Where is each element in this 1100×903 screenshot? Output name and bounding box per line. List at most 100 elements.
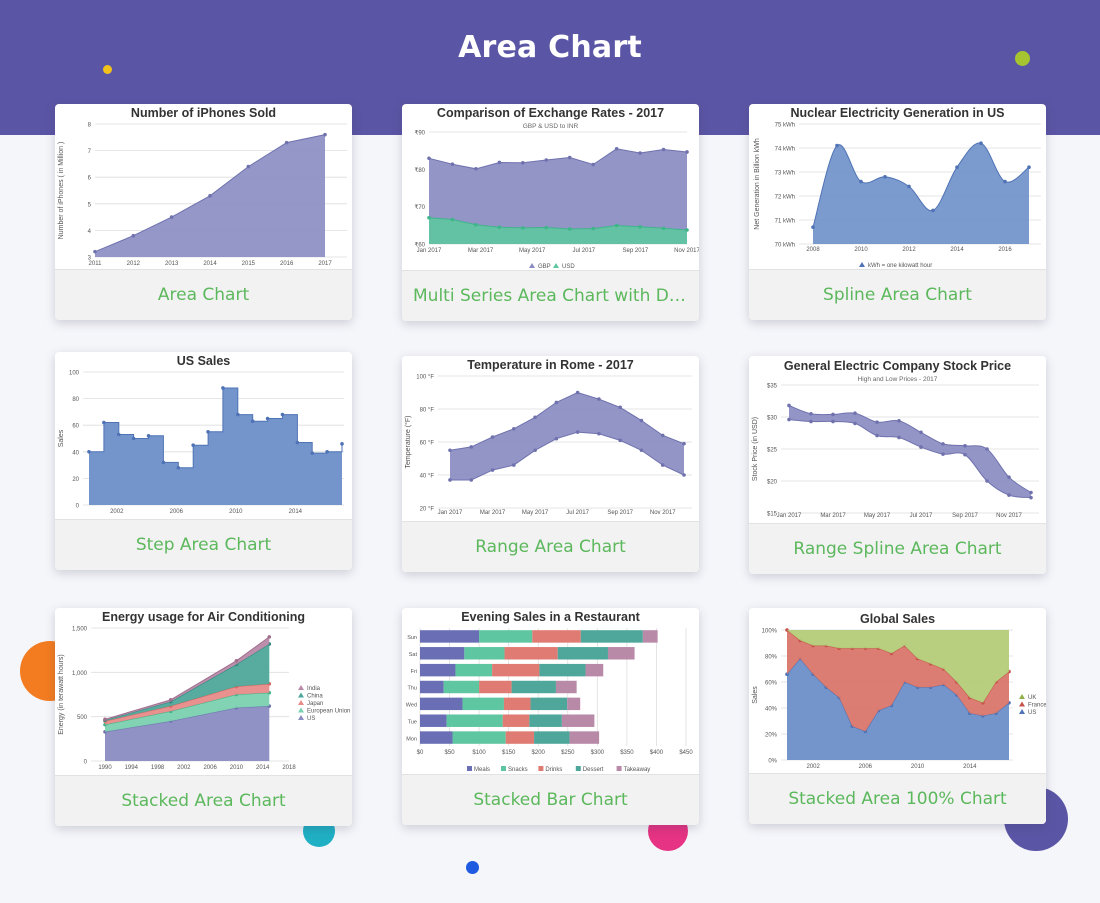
chart-nuclear-generation: Nuclear Electricity Generation in US 70 k…: [754, 106, 1041, 269]
data-point: [853, 421, 857, 426]
data-point: [661, 226, 666, 231]
y-tick-label: 60%: [765, 681, 778, 687]
chart-card-stacked-bar[interactable]: Evening Sales in a Restaurant $0 $50 $100 $1…: [402, 608, 699, 825]
caption-text: Range Area Chart: [475, 537, 626, 557]
chart-card-stacked-area-100[interactable]: Global Sales 0% 20% 40% 60% 80% 100% Sales 2002 2…: [749, 608, 1046, 824]
data-point: [236, 412, 240, 417]
data-point: [284, 140, 289, 145]
y-axis-label: Sales: [752, 686, 759, 704]
chart-card-spline-area[interactable]: Nuclear Electricity Generation in US 70 k…: [749, 104, 1046, 320]
y-tick-label: 0: [76, 504, 80, 510]
data-point: [497, 160, 502, 165]
card-caption[interactable]: Multi Series Area Chart with Dat...: [402, 270, 699, 321]
stacked-area-china: [105, 644, 270, 722]
series-line: [104, 705, 270, 733]
data-point: [87, 450, 91, 454]
data-point: [295, 440, 300, 445]
data-point: [448, 478, 452, 482]
legend-marker: [859, 262, 865, 267]
chart-card-range-area[interactable]: Temperature in Rome - 2017 20 °F 40 °F 60 °…: [402, 356, 699, 572]
data-point: [1029, 490, 1033, 495]
x-tick-label: Jul 2017: [910, 513, 933, 519]
data-point: [246, 164, 251, 169]
legend-marker: [1019, 701, 1025, 707]
legend-label: US: [1028, 710, 1036, 716]
chart-card-stacked-area[interactable]: Energy usage for Air Conditioning 0 500 1,0…: [55, 608, 352, 826]
y-tick-label: $15: [767, 512, 778, 518]
y-tick-label: 40: [72, 450, 79, 456]
chart-card-area[interactable]: Number of iPhones Sold 3 4 5 6 7 8 Number of iP…: [55, 104, 352, 320]
bar-takeaway: [569, 731, 600, 744]
x-tick-label: Mar 2017: [820, 513, 846, 519]
data-point: [533, 448, 537, 453]
data-point: [340, 442, 344, 446]
y-tick-label: 5: [88, 202, 92, 208]
data-point: [469, 445, 474, 449]
data-point: [1007, 475, 1011, 479]
legend-label: GBP: [538, 264, 551, 270]
y-tick-label: ₹70: [415, 204, 426, 211]
chart-card-step-area[interactable]: US Sales 0 20 40 60 80 100 Sales 2002 2006 2010 201…: [55, 352, 352, 570]
data-point: [131, 233, 136, 238]
stacked-area-european-union: [105, 692, 270, 732]
area-series: [813, 142, 1029, 244]
data-point: [533, 415, 537, 420]
chart-title: Nuclear Electricity Generation in US: [791, 106, 1005, 120]
legend-label: India: [307, 686, 321, 692]
data-point: [682, 473, 686, 477]
data-point: [191, 443, 195, 447]
x-tick-label: 1990: [98, 765, 112, 771]
data-point: [941, 452, 945, 456]
x-tick-label: 2010: [911, 764, 925, 770]
legend-label: USD: [562, 264, 575, 270]
caption-text: Multi Series Area Chart with Dat...: [413, 286, 688, 306]
x-tick-label: Mar 2017: [480, 510, 506, 516]
bar-takeaway: [555, 680, 577, 694]
bar-dessert: [530, 697, 568, 711]
bar-snacks: [446, 714, 503, 727]
x-tick-label: Sep 2017: [623, 248, 649, 254]
y-tick-label: 100 °F: [416, 375, 434, 381]
x-tick-label: 2011: [89, 261, 103, 267]
data-point: [310, 451, 315, 455]
x-tick-label: Jan 2017: [417, 248, 442, 254]
card-caption[interactable]: Stacked Area Chart: [55, 775, 352, 826]
x-tick-label: $450: [679, 750, 693, 756]
y-tick-label: Thu: [408, 686, 417, 692]
card-caption[interactable]: Area Chart: [55, 269, 352, 320]
y-tick-label: 80: [72, 397, 79, 403]
x-tick-label: 2018: [282, 765, 296, 771]
bar-snacks: [455, 663, 493, 677]
x-tick-label: 2014: [256, 765, 270, 771]
card-caption[interactable]: Range Area Chart: [402, 521, 699, 572]
data-point: [93, 249, 97, 254]
legend-marker: [501, 766, 506, 771]
data-point: [469, 478, 474, 482]
chart-area-iphones: Number of iPhones Sold 3 4 5 6 7 8 Number of iP…: [58, 106, 347, 267]
x-tick-label: 2010: [229, 509, 243, 515]
chart-card-multi-series-area[interactable]: Comparison of Exchange Rates - 2017 GBP &…: [402, 104, 699, 321]
area-series-usd: [429, 217, 687, 244]
x-tick-label: 2002: [177, 765, 191, 771]
card-caption[interactable]: Spline Area Chart: [749, 269, 1046, 320]
card-caption[interactable]: Stacked Bar Chart: [402, 774, 699, 825]
bar-snacks: [443, 680, 480, 694]
legend-marker: [529, 263, 535, 268]
data-point: [859, 179, 863, 184]
chart-title: Global Sales: [860, 612, 935, 626]
x-tick-label: 2014: [963, 764, 977, 770]
data-point: [963, 452, 967, 457]
bar-takeaway: [642, 630, 658, 643]
bar-takeaway: [585, 663, 604, 677]
data-point: [883, 175, 887, 179]
chart-title: Energy usage for Air Conditioning: [102, 610, 305, 624]
card-caption[interactable]: Stacked Area 100% Chart: [749, 773, 1046, 824]
card-caption[interactable]: Step Area Chart: [55, 519, 352, 570]
card-caption[interactable]: Range Spline Area Chart: [749, 523, 1046, 574]
chart-card-range-spline-area[interactable]: General Electric Company Stock Price High…: [749, 356, 1046, 574]
bar-meals: [420, 647, 465, 660]
data-point: [323, 132, 327, 137]
caption-text: Stacked Area 100% Chart: [788, 789, 1007, 809]
x-tick-label: 2002: [110, 509, 124, 515]
area-series: [89, 388, 342, 505]
